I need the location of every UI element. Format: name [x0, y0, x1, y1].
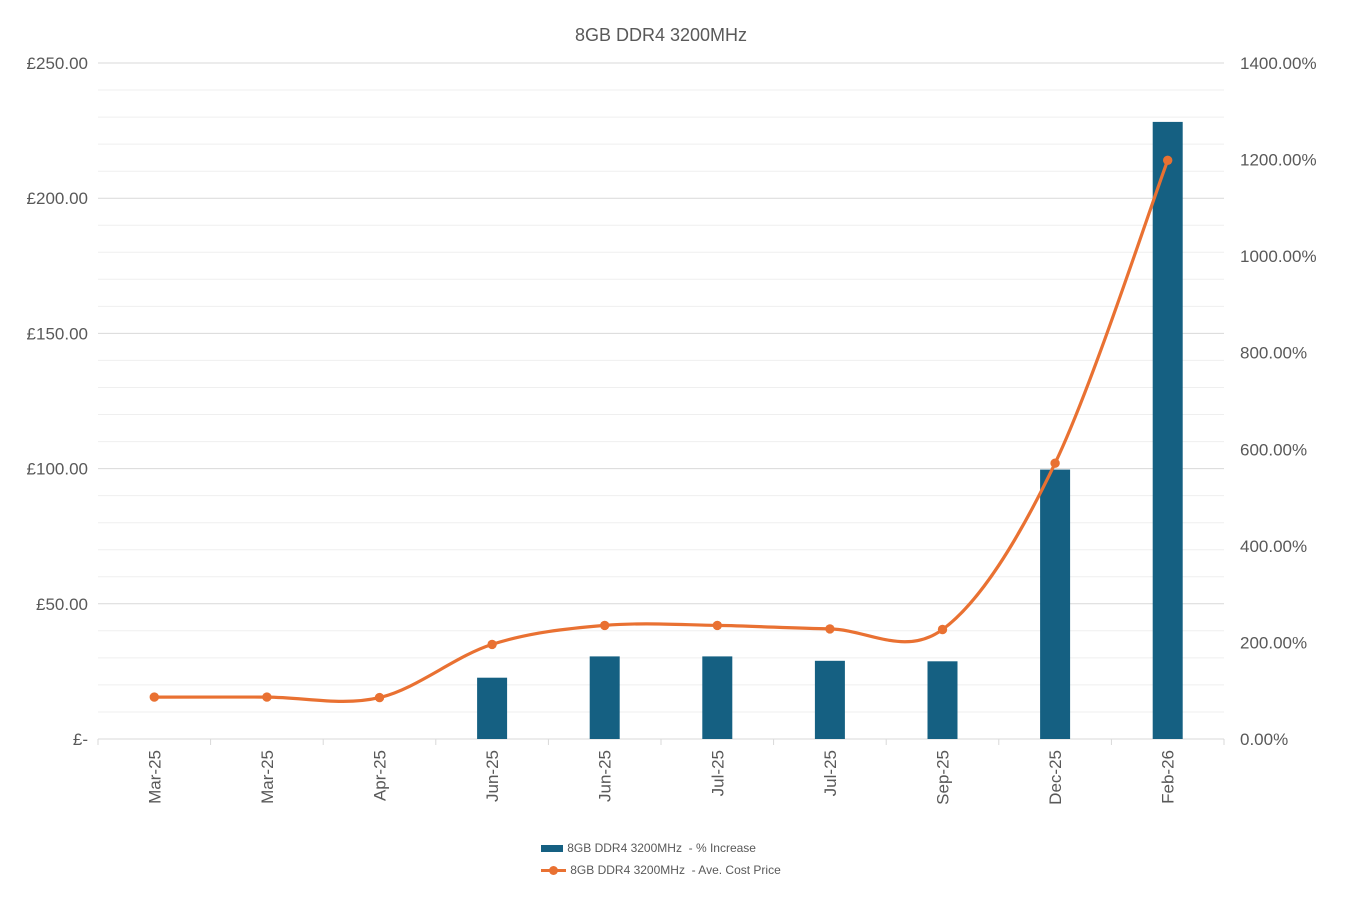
y-axis-left-label: £-: [73, 730, 88, 749]
legend: 8GB DDR4 3200MHz - % Increase 8GB DDR4 3…: [98, 841, 1224, 877]
line-marker-Mar-25: [262, 692, 272, 702]
line-marker-Jun-25: [487, 639, 497, 650]
y-axis-left-label: £250.00: [27, 54, 88, 73]
bar-Jun-25: [589, 656, 620, 739]
legend-label-ave-cost-price: 8GB DDR4 3200MHz - Ave. Cost Price: [570, 863, 781, 877]
y-axis-right-label: 1000.00%: [1240, 247, 1317, 266]
cost-price-line: [152, 158, 1170, 703]
line-marker-Feb-26: [1163, 155, 1173, 165]
x-axis-label: Sep-25: [934, 750, 953, 805]
y-axis-left-label: £200.00: [27, 189, 88, 208]
y-axis-right-label: 1200.00%: [1240, 151, 1317, 170]
y-axis-right-label: 0.00%: [1240, 730, 1288, 749]
y-axis-right-label: 600.00%: [1240, 440, 1307, 459]
bar-Jun-25: [477, 677, 508, 739]
legend-label-pct-increase: 8GB DDR4 3200MHz - % Increase: [567, 841, 756, 855]
y-axis-right-label: 400.00%: [1240, 537, 1307, 556]
x-axis-label: Apr-25: [371, 750, 390, 801]
y-axis-right-label: 1400.00%: [1240, 54, 1317, 73]
legend-item-pct-increase: 8GB DDR4 3200MHz - % Increase: [541, 841, 756, 855]
x-axis-label: Jul-25: [821, 750, 840, 796]
x-axis-label: Mar-25: [145, 750, 164, 804]
x-axis-label: Jun-25: [483, 750, 502, 802]
bar-Dec-25: [1040, 469, 1071, 739]
bar-Jul-25: [814, 660, 845, 739]
chart-title: 8GB DDR4 3200MHz: [574, 25, 748, 45]
bar-Feb-26: [1152, 121, 1183, 739]
line-series-swatch-icon: [541, 865, 567, 875]
legend-item-ave-cost-price: 8GB DDR4 3200MHz - Ave. Cost Price: [541, 863, 781, 877]
line-marker-Mar-25: [149, 692, 159, 702]
y-axis-left-label: £100.00: [27, 460, 88, 479]
y-axis-left-label: £150.00: [27, 324, 88, 343]
line-marker-Dec-25: [1050, 458, 1060, 468]
line-marker-Jul-25: [825, 624, 835, 634]
x-axis-label: Dec-25: [1046, 750, 1065, 805]
x-axis-label: Mar-25: [258, 750, 277, 804]
x-axis-label: Jul-25: [708, 750, 727, 796]
bar-Sep-25: [927, 661, 958, 739]
y-axis-right-label: 800.00%: [1240, 344, 1307, 363]
y-axis-right-label: 200.00%: [1240, 633, 1307, 652]
x-axis-label: Feb-26: [1159, 750, 1178, 804]
line-marker-dot-icon: [549, 865, 559, 875]
line-marker-Sep-25: [937, 624, 948, 635]
bar-Jul-25: [702, 656, 733, 739]
x-axis-label: Jun-25: [596, 750, 615, 802]
line-marker-Jul-25: [712, 620, 722, 631]
line-marker-Apr-25: [374, 692, 385, 703]
line-marker-Jun-25: [600, 620, 610, 631]
y-axis-left-label: £50.00: [36, 595, 88, 614]
legend-items: 8GB DDR4 3200MHz - % Increase 8GB DDR4 3…: [541, 841, 781, 877]
bar-series-swatch-icon: [541, 844, 564, 852]
